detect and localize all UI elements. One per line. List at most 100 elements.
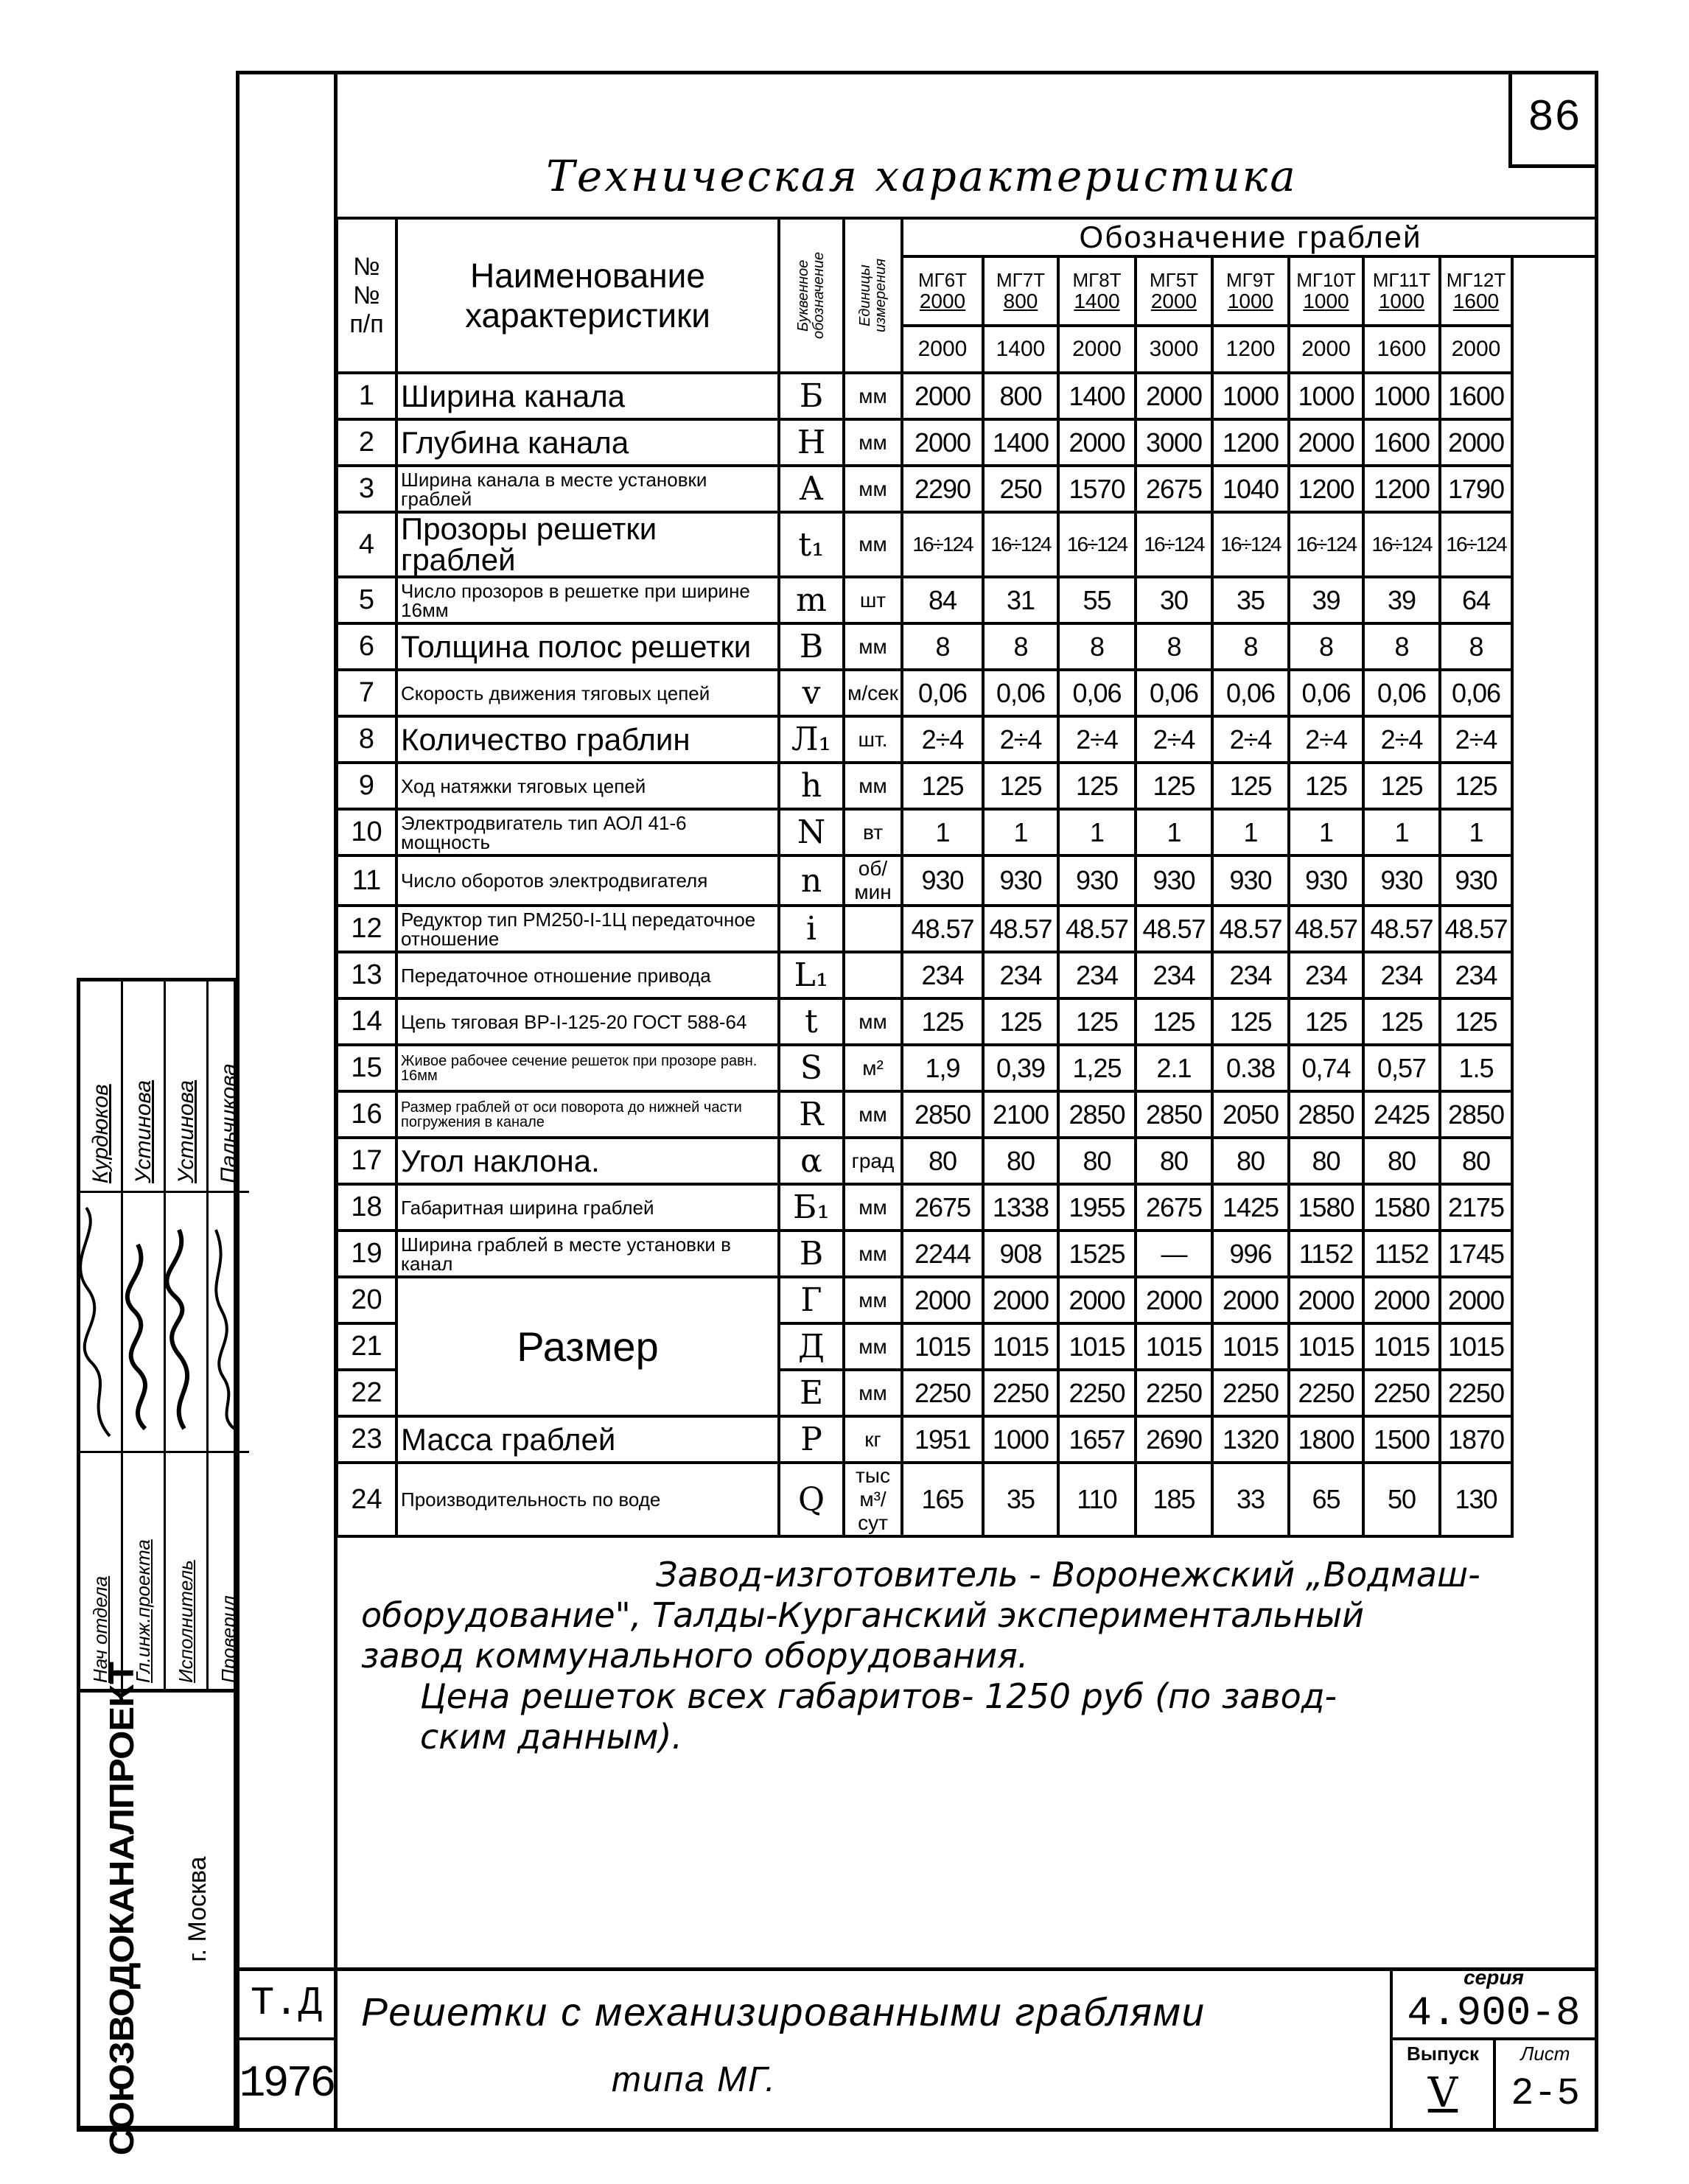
row-value: 234 <box>901 951 985 1000</box>
row-value: 2000 <box>1211 1275 1290 1325</box>
row-value: 2250 <box>1134 1368 1214 1418</box>
empty-cell <box>1510 855 1598 906</box>
empty-cell <box>1510 512 1598 577</box>
model-channel-depth: 1400 <box>982 324 1060 374</box>
note-line: завод коммунального оборудования. <box>361 1636 1029 1676</box>
title-block-row-divider <box>237 2037 335 2040</box>
row-value: 1,25 <box>1057 1043 1137 1093</box>
row-value: 250 <box>982 464 1060 514</box>
model-channel-width: 1600 <box>1452 289 1500 312</box>
row-value: 16÷124 <box>1211 511 1290 578</box>
row-name: Размер <box>395 1275 780 1418</box>
model-channel-width: 2000 <box>919 289 966 312</box>
row-value: 1 <box>1211 808 1290 857</box>
row-unit: мм <box>842 511 903 578</box>
row-value: 0,06 <box>1438 668 1514 718</box>
row-value: 0,06 <box>1287 668 1365 718</box>
row-number: 5 <box>335 575 398 625</box>
row-value: 31 <box>982 575 1060 625</box>
row-value: 2175 <box>1438 1183 1514 1232</box>
row-value: 125 <box>982 761 1060 811</box>
row-value: 2000 <box>1057 1275 1137 1325</box>
row-number: 9 <box>335 761 398 811</box>
row-value: 1745 <box>1438 1229 1514 1278</box>
row-unit: тыс м³/сут <box>842 1461 903 1538</box>
row-value: 2000 <box>1438 1275 1514 1325</box>
row-value: 125 <box>1438 997 1514 1046</box>
row-value: 1200 <box>1287 464 1365 514</box>
row-value: 2000 <box>1134 1275 1214 1325</box>
row-letter: В <box>777 622 845 671</box>
row-value: 2850 <box>1438 1090 1514 1139</box>
page-title: Техническая характеристика <box>546 151 1298 201</box>
model-channel-depth: 2000 <box>1287 324 1365 374</box>
row-value: 2÷4 <box>1362 715 1441 764</box>
row-value: 1015 <box>901 1322 985 1371</box>
row-value: 2250 <box>982 1368 1060 1418</box>
organization-name: СОЮЗВОДОКАНАЛПРОЕКТ <box>102 1662 141 2156</box>
row-value: 125 <box>901 761 985 811</box>
series-value: 4.900-8 <box>1407 1989 1581 2037</box>
signature-row: Нач отдела Курдюков <box>79 981 123 1689</box>
row-value: 234 <box>1362 951 1441 1000</box>
row-name: Ширина канала в месте установки граблей <box>395 464 780 514</box>
row-value: 2.1 <box>1134 1043 1214 1093</box>
row-unit: шт <box>842 575 903 625</box>
row-letter: Н <box>777 418 845 467</box>
row-number: 21 <box>335 1322 398 1371</box>
row-unit: об/мин <box>842 854 903 907</box>
row-value: 2000 <box>1057 418 1137 467</box>
row-value: 8 <box>982 622 1060 671</box>
row-value: 2250 <box>1211 1368 1290 1418</box>
issue-value: V <box>1427 2069 1458 2117</box>
row-letter: Q <box>777 1461 845 1538</box>
model-header: МГ12Т 1600 <box>1438 255 1514 327</box>
row-value: 2250 <box>1362 1368 1441 1418</box>
row-value: 1 <box>1438 808 1514 857</box>
row-value: 2250 <box>901 1368 985 1418</box>
row-value: 234 <box>1287 951 1365 1000</box>
title-block-top <box>237 1967 1598 1971</box>
model-name: МГ5Т <box>1149 268 1199 291</box>
row-letter: Б <box>777 371 845 421</box>
sheet-value: 2-5 <box>1511 2072 1580 2115</box>
row-value: 930 <box>901 854 985 907</box>
row-value: 125 <box>1438 761 1514 811</box>
title-block-year: 1976 <box>239 2059 336 2110</box>
sheet-label: Лист <box>1520 2043 1570 2065</box>
row-value: 1580 <box>1362 1183 1441 1232</box>
row-value: 1015 <box>982 1322 1060 1371</box>
row-value: 234 <box>1057 951 1137 1000</box>
table-row: 18 Габаритная ширина граблей Б₁ мм 2675 1338 1… <box>335 1183 1598 1232</box>
row-value: 2244 <box>901 1229 985 1278</box>
row-number: 2 <box>335 418 398 467</box>
row-number: 13 <box>335 951 398 1000</box>
note-line: оборудование", Талды-Курганский эксперим… <box>361 1595 1365 1635</box>
table-row: 12 Редуктор тип РМ250-I-1Ц передаточное о… <box>335 904 1598 953</box>
row-value: 2000 <box>982 1275 1060 1325</box>
empty-cell <box>1510 1138 1598 1184</box>
model-channel-width: 1400 <box>1074 289 1120 312</box>
row-value: 2000 <box>1287 418 1365 467</box>
row-name: Скорость движения тяговых цепей <box>395 668 780 718</box>
model-channel-width: 1000 <box>1378 289 1425 312</box>
empty-cell <box>1510 1231 1598 1277</box>
model-name: МГ12Т <box>1446 268 1506 291</box>
empty-cell <box>1510 1277 1598 1323</box>
row-number: 24 <box>335 1461 398 1538</box>
row-value: 930 <box>982 854 1060 907</box>
row-number: 1 <box>335 371 398 421</box>
note-line: ским данным). <box>420 1717 683 1757</box>
row-value: 2000 <box>1134 371 1214 421</box>
row-value: 2000 <box>1287 1275 1365 1325</box>
row-value: 8 <box>1211 622 1290 671</box>
row-value: 48.57 <box>982 904 1060 953</box>
row-letter: n <box>777 854 845 907</box>
row-number: 20 <box>335 1275 398 1325</box>
row-unit: мм <box>842 1090 903 1139</box>
row-name: Ширина канала <box>395 371 780 421</box>
organization-city: г. Москва <box>183 1856 212 1962</box>
issue-label: Выпуск <box>1407 2043 1479 2065</box>
